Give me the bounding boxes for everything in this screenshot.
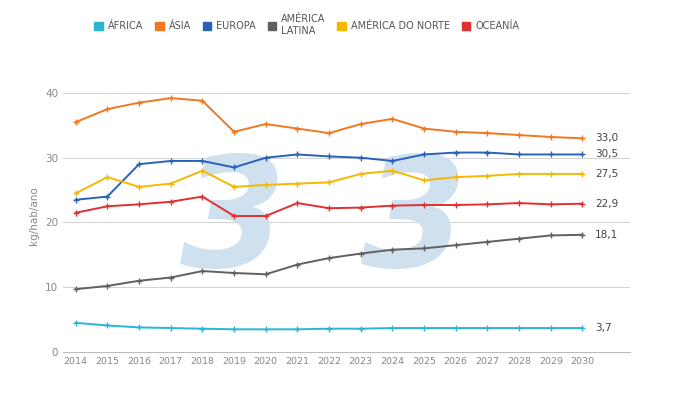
Text: 22,9: 22,9 xyxy=(595,199,618,209)
Y-axis label: kg/hab/ano: kg/hab/ano xyxy=(29,187,39,245)
Text: 30,5: 30,5 xyxy=(595,150,618,160)
Text: 27,5: 27,5 xyxy=(595,169,618,179)
Text: 3,7: 3,7 xyxy=(595,323,612,333)
Legend: ÁFRICA, ÁSIA, EUROPA, AMÉRICA
LATINA, AMÉRICA DO NORTE, OCEANÍA: ÁFRICA, ÁSIA, EUROPA, AMÉRICA LATINA, AM… xyxy=(94,14,519,36)
Text: 18,1: 18,1 xyxy=(595,230,618,240)
Text: 33,0: 33,0 xyxy=(595,133,618,143)
Text: 3: 3 xyxy=(361,150,468,299)
Text: 3: 3 xyxy=(180,150,286,299)
